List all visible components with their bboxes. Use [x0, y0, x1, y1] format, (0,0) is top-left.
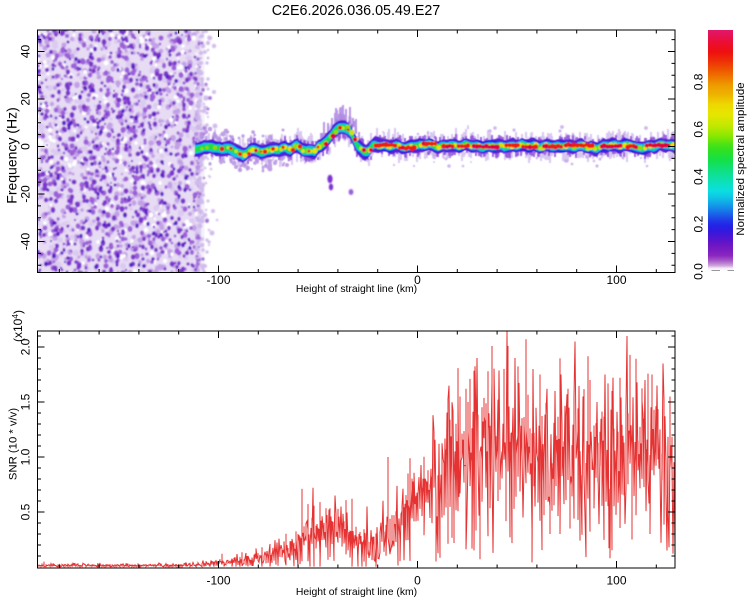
svg-text:2.0: 2.0 [19, 338, 33, 355]
svg-text:-100: -100 [206, 574, 230, 588]
svg-text:0.2: 0.2 [692, 215, 706, 232]
svg-text:Frequency (Hz): Frequency (Hz) [4, 107, 20, 203]
svg-text:C2E6.2026.036.05.49.E27: C2E6.2026.036.05.49.E27 [272, 3, 441, 19]
svg-text:0: 0 [414, 574, 421, 588]
svg-text:0.0: 0.0 [692, 263, 706, 280]
svg-text:0: 0 [19, 143, 33, 150]
svg-text:40: 40 [19, 45, 33, 59]
svg-text:SNR (10 * v/v): SNR (10 * v/v) [8, 408, 20, 480]
svg-text:-40: -40 [19, 233, 33, 251]
svg-text:Height of straight line (km): Height of straight line (km) [296, 587, 417, 598]
svg-text:0.6: 0.6 [692, 121, 706, 138]
svg-text:20: 20 [19, 92, 33, 106]
svg-text:0.8: 0.8 [692, 73, 706, 90]
svg-text:100: 100 [606, 574, 626, 588]
svg-text:Height of straight line (km): Height of straight line (km) [296, 284, 417, 295]
svg-text:1.0: 1.0 [19, 448, 33, 465]
svg-text:0.4: 0.4 [692, 168, 706, 185]
svg-text:1.5: 1.5 [19, 393, 33, 410]
svg-text:0.5: 0.5 [19, 503, 33, 520]
svg-text:Normalized spectral amplitude: Normalized spectral amplitude [735, 82, 747, 235]
svg-text:(x104): (x104) [10, 310, 25, 342]
svg-text:100: 100 [606, 273, 626, 287]
svg-text:-20: -20 [19, 185, 33, 203]
svg-text:-100: -100 [206, 273, 230, 287]
svg-text:0: 0 [414, 273, 421, 287]
